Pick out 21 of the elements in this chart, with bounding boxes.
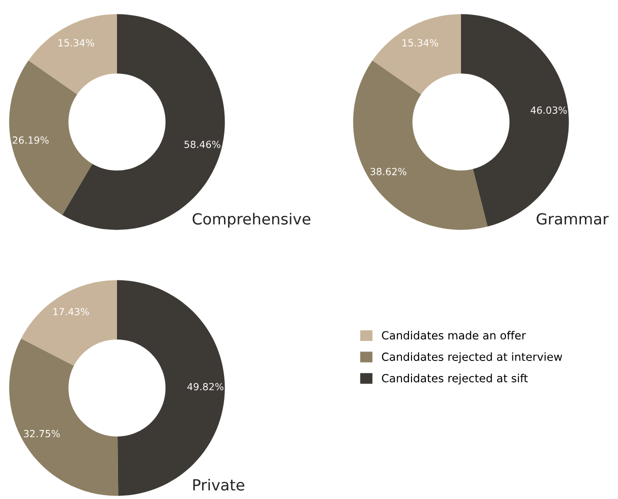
donut-slice xyxy=(21,280,117,366)
legend-label: Candidates made an offer xyxy=(382,330,526,340)
legend-label: Candidates rejected at sift xyxy=(382,374,528,385)
data-label: 38.62% xyxy=(370,168,406,176)
data-label: 15.34% xyxy=(402,39,438,46)
data-label: 17.43% xyxy=(53,308,89,316)
text: Comprehensive xyxy=(192,212,310,228)
legend-label: Candidates rejected at interview xyxy=(382,352,562,364)
data-label: 58.46% xyxy=(184,140,220,148)
donut-slice xyxy=(28,14,117,94)
donut-slice xyxy=(9,60,92,215)
data-label: 15.34% xyxy=(58,39,94,46)
donut-slice xyxy=(372,14,461,94)
data-label: 46.03% xyxy=(530,106,567,114)
text: Private xyxy=(193,478,244,491)
donut-slice xyxy=(9,338,118,496)
data-label: 26.19% xyxy=(12,136,49,144)
donut-slice xyxy=(353,60,488,230)
data-label: 49.82% xyxy=(187,382,224,390)
data-label: 32.75% xyxy=(24,430,60,438)
text: Grammar xyxy=(536,213,609,225)
